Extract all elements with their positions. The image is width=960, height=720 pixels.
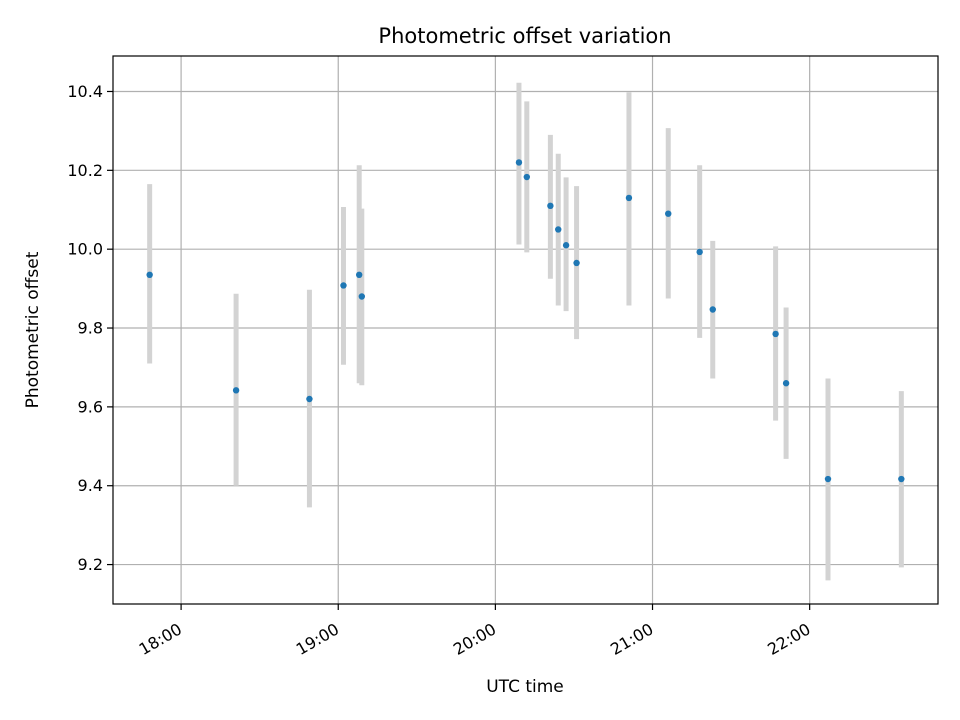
data-point: [232, 387, 240, 394]
y-tick-label: 9.6: [78, 397, 103, 416]
data-point: [898, 475, 905, 483]
data-point: [306, 395, 313, 403]
data-point: [824, 475, 832, 483]
chart-title: Photometric offset variation: [378, 24, 671, 48]
data-point: [625, 194, 633, 202]
y-tick-label: 10.4: [67, 82, 103, 101]
y-axis-label: Photometric offset: [23, 251, 43, 408]
x-axis-label: UTC time: [486, 677, 564, 697]
plot-frame: [112, 55, 939, 605]
y-tick-label: 9.2: [78, 555, 103, 574]
data-point: [515, 159, 523, 166]
data-point: [146, 271, 153, 279]
data-point: [562, 242, 570, 249]
data-point: [547, 202, 554, 210]
data-point: [709, 306, 716, 313]
y-tick-label: 10.0: [67, 240, 103, 259]
data-point: [358, 293, 366, 300]
data-point: [772, 330, 779, 338]
data-point: [555, 226, 562, 233]
data-point: [782, 380, 790, 387]
grid-layer: [113, 56, 938, 604]
data-point: [696, 248, 703, 256]
data-point: [355, 271, 363, 279]
y-tick-label: 9.4: [78, 476, 103, 495]
y-tick-label: 10.2: [67, 161, 103, 180]
data-point: [523, 173, 531, 181]
y-tick-label: 9.8: [78, 319, 103, 338]
data-point: [573, 259, 580, 267]
data-point: [665, 210, 672, 217]
point-layer: [146, 159, 905, 483]
data-point: [340, 282, 347, 289]
